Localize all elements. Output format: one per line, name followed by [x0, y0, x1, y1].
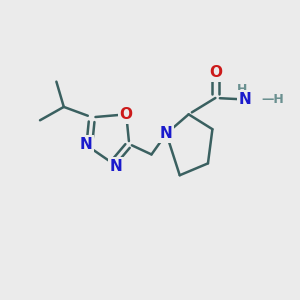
Text: N: N: [110, 159, 122, 174]
Text: N: N: [239, 92, 251, 107]
Text: O: O: [120, 107, 133, 122]
Text: H: H: [237, 82, 247, 96]
Text: O: O: [209, 65, 222, 80]
Text: N: N: [80, 136, 92, 152]
Text: —H: —H: [262, 93, 284, 106]
Text: N: N: [160, 126, 173, 141]
